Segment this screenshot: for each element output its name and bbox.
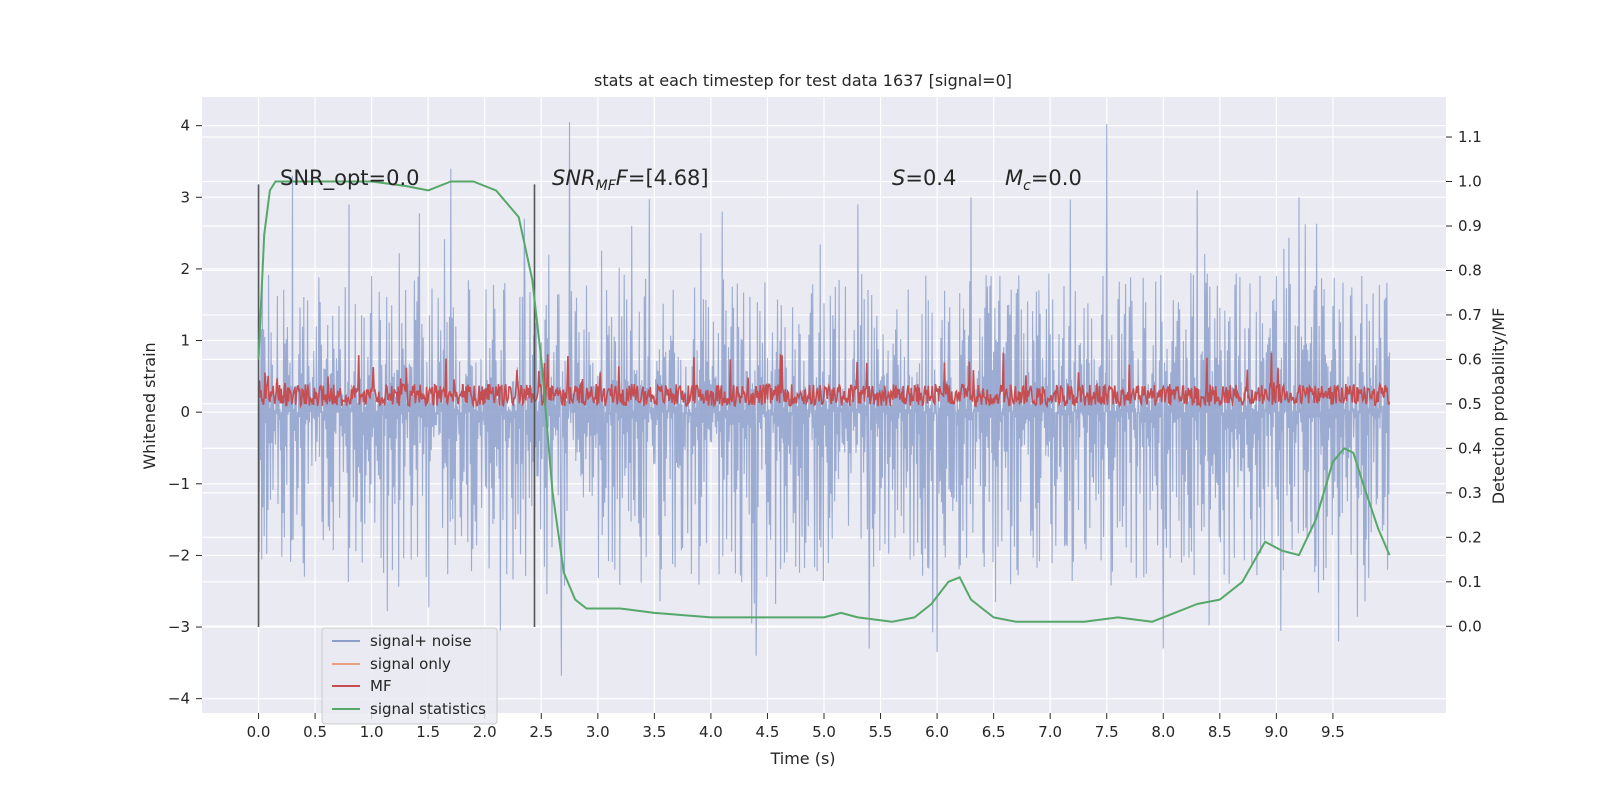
y2-tick-label: 1.0 [1458,173,1482,191]
annotation-s-value: =0.4 [905,166,956,190]
annotation-mc: Mc=0.0 [1005,166,1082,194]
y-tick-label: 2 [180,260,190,278]
x-axis-ticks: 0.0 0.5 1.0 1.5 2.0 2.5 3.0 3.5 4.0 4.5 5.0 5.5 6.0 6… [247,713,1345,741]
legend-label-signal-statistics: signal statistics [370,700,486,718]
y2-tick-label: 0.3 [1458,484,1482,502]
x-tick-label: 1.0 [360,723,384,741]
legend-label-signal-only: signal only [370,655,451,673]
y2-tick-label: 1.1 [1458,128,1482,146]
series-line-signal-noise [257,122,1391,676]
x-tick-label: 4.0 [699,723,723,741]
x-tick-label: 9.0 [1264,723,1288,741]
y-tick-label: −3 [168,618,190,636]
annotation-mc-label: M [1005,166,1023,190]
x-tick-label: 0.5 [303,723,327,741]
annotation-snr-mf: SNRMFF=[4.68] [552,166,709,194]
x-tick-label: 2.5 [529,723,553,741]
annotation-snr-opt: SNR_opt=0.0 [280,166,420,191]
y2-tick-label: 0.1 [1458,573,1482,591]
x-tick-label: 3.5 [642,723,666,741]
y2-axis-ticks: 1.1 1.0 0.9 0.8 0.7 0.6 0.5 0.4 0.3 0.2 0.1 0.0 [1446,128,1482,635]
x-tick-label: 7.5 [1095,723,1119,741]
annotation-snr-mf-label: SNR [552,166,596,190]
annotation-snr-mf-sub: MF [596,178,617,194]
annotation-s: S=0.4 [892,166,956,190]
x-tick-label: 6.0 [925,723,949,741]
y-tick-label: 3 [180,188,190,206]
y-axis-label: Whitened strain [140,342,159,469]
annotation-snr-mf-value: =[4.68] [628,166,709,190]
y2-tick-label: 0.5 [1458,395,1482,413]
y2-axis-label: Detection probability/MF [1489,308,1508,505]
y2-tick-label: 0.9 [1458,217,1482,235]
y-tick-label: 1 [180,332,190,350]
y2-tick-label: 0.8 [1458,261,1482,279]
y2-tick-label: 0.6 [1458,350,1482,368]
y-tick-label: 4 [180,117,190,135]
series-mf [257,352,1391,409]
annotation-snr-mf-f: F [616,166,629,190]
series-signal-statistics [257,180,1391,623]
y2-tick-label: 0.7 [1458,306,1482,324]
y-tick-label: −4 [168,690,190,708]
x-tick-label: 8.0 [1151,723,1175,741]
annotation-s-label: S [892,166,905,190]
legend-label-signal-noise: signal+ noise [370,632,472,650]
x-tick-label: 5.5 [869,723,893,741]
series-line-signal-statistics [257,180,1391,623]
series-signal-noise [257,122,1391,676]
y2-tick-label: 0.4 [1458,439,1482,457]
x-axis-label: Time (s) [769,749,835,768]
annotation-mc-value: =0.0 [1031,166,1082,190]
x-tick-label: 4.5 [756,723,780,741]
x-tick-label: 9.5 [1321,723,1345,741]
x-tick-label: 3.0 [586,723,610,741]
legend-label-mf: MF [370,677,392,695]
x-tick-label: 7.0 [1038,723,1062,741]
y2-tick-label: 0.2 [1458,528,1482,546]
x-tick-label: 8.5 [1208,723,1232,741]
series-line-mf [257,352,1391,409]
chart-title: stats at each timestep for test data 163… [594,71,1012,90]
y2-tick-label: 0.0 [1458,617,1482,635]
x-tick-label: 1.5 [416,723,440,741]
x-tick-label: 0.0 [247,723,271,741]
y-tick-label: −1 [168,475,190,493]
x-tick-label: 2.0 [473,723,497,741]
y-tick-label: −2 [168,546,190,564]
y-axis-ticks: 4 3 2 1 0 −1 −2 −3 −4 [168,117,202,708]
x-tick-label: 5.0 [812,723,836,741]
y-tick-label: 0 [180,403,190,421]
vertical-markers [257,184,536,628]
x-tick-label: 6.5 [982,723,1006,741]
legend-frame [321,627,498,725]
annotation-mc-sub: c [1023,178,1031,194]
legend: signal+ noise signal only MF signal stat… [321,627,498,725]
